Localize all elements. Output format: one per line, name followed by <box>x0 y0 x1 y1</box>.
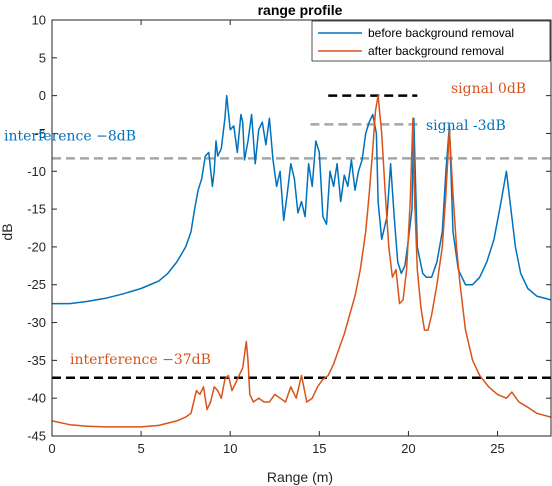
y-tick-label: -30 <box>27 315 46 330</box>
annotation-1: interference −8dB <box>4 129 136 145</box>
chart-title: range profile <box>258 2 343 18</box>
y-tick-label: 0 <box>39 88 46 103</box>
y-tick-label: 10 <box>32 13 46 28</box>
y-tick-label: -10 <box>27 164 46 179</box>
y-tick-label: -45 <box>27 429 46 444</box>
y-tick-label: -35 <box>27 353 46 368</box>
annotation-3: signal 0dB <box>451 81 526 97</box>
x-tick-label: 5 <box>137 441 144 456</box>
axes: 0 5 10 15 20 25 10 5 0 -5 -10 -15 -20 -25 -30 -35 -40 -45 <box>27 13 552 456</box>
series-line-after-removal <box>52 94 551 428</box>
series-line-before-removal <box>52 94 551 305</box>
x-tick-label: 0 <box>48 441 55 456</box>
annotations: interference −8dB interference −37dB signa… <box>4 81 526 368</box>
annotation-4: signal -3dB <box>426 118 506 134</box>
axes-box <box>51 19 552 437</box>
legend-box <box>311 20 551 62</box>
y-tick-label: -20 <box>27 239 46 254</box>
x-tick-label: 25 <box>490 441 504 456</box>
plot-background <box>52 20 551 436</box>
legend-label-2: after background removal <box>368 44 504 58</box>
x-tick-label: 15 <box>312 441 326 456</box>
y-tick-label: -5 <box>34 126 46 141</box>
y-tick-label: -15 <box>27 202 46 217</box>
y-tick-label: -40 <box>27 391 46 406</box>
y-tick-label: 5 <box>39 50 46 65</box>
x-tick-label: 10 <box>223 441 237 456</box>
series-layer <box>52 94 551 428</box>
legend-label-1: before background removal <box>368 26 514 40</box>
y-tick-label: -25 <box>27 277 46 292</box>
x-axis-label: Range (m) <box>267 469 333 485</box>
plot-area <box>52 20 551 436</box>
reference-lines <box>52 94 551 380</box>
annotation-2: interference −37dB <box>70 352 211 368</box>
y-axis-label: dB <box>0 223 15 240</box>
legend[interactable]: before background removal after backgroun… <box>311 20 551 62</box>
x-tick-label: 20 <box>401 441 415 456</box>
